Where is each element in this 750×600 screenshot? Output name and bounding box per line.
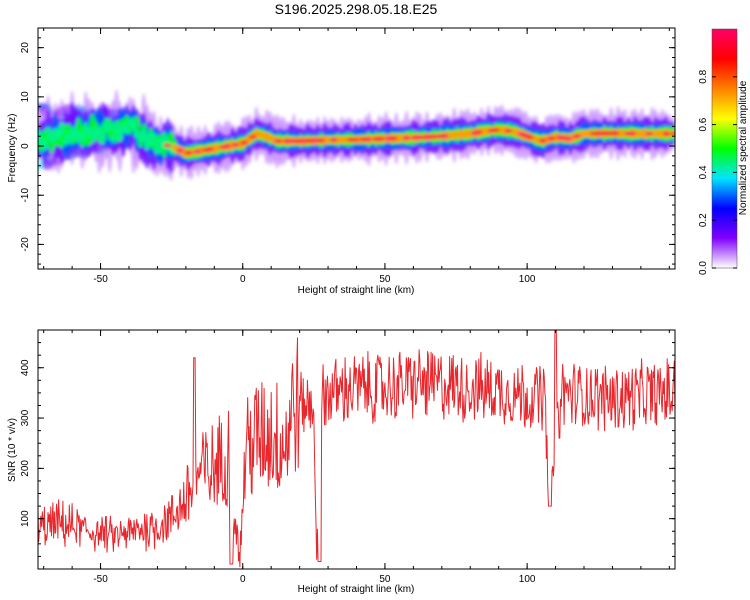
colorbar-tick-label: 0.6 (698, 117, 709, 131)
snr-y-axis-label: SNR (10 * v/v) (7, 418, 18, 482)
colorbar-ticks: 0.0 0.2 0.4 0.6 0.8 (698, 69, 737, 275)
snr-y-tick-label: 100 (20, 510, 31, 527)
spectrogram-ridge-cell (351, 137, 360, 142)
spectrogram-band (41, 139, 48, 151)
spectrogram-ridge-cell (231, 142, 240, 147)
spectrogram-panel: -50 0 50 100 -20 -10 0 10 20 Height of straight … (7, 27, 676, 296)
snr-series-line (37, 329, 676, 568)
spectrogram-x-tick-label: -50 (93, 274, 108, 285)
spectrogram-x-tick-label: 0 (240, 274, 246, 285)
spectrogram-band (123, 124, 130, 135)
spectrogram-ridge-cell (474, 130, 483, 135)
spectrogram-ridge-cell (329, 138, 338, 142)
spectrogram-y-axis-label: Frequency (Hz) (7, 114, 18, 183)
colorbar-tick-label: 0.0 (698, 261, 709, 275)
spectrogram-band (116, 129, 124, 142)
spectrogram-ridge-cell (547, 136, 556, 141)
spectrogram-ridge-cell (317, 138, 325, 143)
colorbar-label: Normalized spectral amplitude (738, 80, 749, 215)
spectrogram-ridge-cell (572, 134, 581, 139)
snr-y-tick-label: 300 (20, 409, 31, 426)
colorbar-tick-label: 0.8 (698, 69, 709, 83)
spectrogram-y-tick-label: 20 (20, 42, 31, 54)
spectrogram-ridge-cell (402, 135, 411, 140)
spectrogram-ridge-cell (389, 136, 398, 141)
snr-x-tick-label: 50 (379, 574, 391, 585)
figure-title: S196.2025.298.05.18.E25 (275, 1, 438, 17)
snr-panel: -50 0 50 100 100 200 300 400 Height of straight… (7, 329, 676, 595)
spectrogram-ridge-cell (662, 131, 671, 136)
spectrogram-ridge-cell (564, 136, 573, 141)
spectrogram-y-tick-label: 0 (20, 143, 31, 149)
spectrogram-ridge-cell (184, 150, 193, 155)
snr-x-tick-label: 100 (519, 574, 536, 585)
spectrogram-ridge-cell (193, 149, 202, 154)
spectrogram-band (99, 130, 107, 145)
spectrogram-band (130, 117, 137, 131)
spectrogram-band (58, 122, 66, 135)
spectrogram-ridge-cell (440, 134, 449, 138)
spectrogram-ridge-cell (240, 140, 249, 145)
spectrogram-frame (37, 27, 676, 270)
spectrogram-ridge-cell (611, 131, 620, 136)
spectrogram-ridge-cell (376, 136, 385, 141)
spectrogram-ridge-cell (538, 138, 547, 143)
spectrogram-ridge-cell (504, 128, 513, 133)
spectrogram-band (109, 134, 117, 143)
spectrogram-heat-layer (38, 89, 675, 182)
spectrogram-ridge-cell (223, 144, 232, 149)
spectrogram-ridge-cell (248, 134, 257, 139)
spectrogram-y-tick-label: 10 (20, 91, 31, 103)
spectrogram-ridge-cell (206, 147, 214, 152)
spectrogram-heat (38, 89, 675, 182)
spectrogram-ridge-cell (274, 139, 283, 144)
spectrogram-band (140, 128, 147, 142)
colorbar-bar (711, 28, 738, 269)
snr-x-tick-label: -50 (93, 574, 108, 585)
spectrogram-ridge-cell (176, 148, 185, 153)
spectrogram-ridge-cell (491, 128, 500, 133)
colorbar-tick-label: 0.2 (698, 213, 709, 227)
spectrogram-ridge-cell (363, 137, 372, 142)
spectrogram-y-tick-label: -20 (20, 237, 31, 252)
colorbar-tick-label: 0.4 (698, 165, 709, 179)
spectrogram-band (150, 132, 158, 147)
snr-frame (37, 329, 676, 570)
spectrogram-band (106, 122, 113, 132)
spectrogram-x-axis-label: Height of straight line (km) (298, 285, 415, 296)
spectrogram-ridge-cell (526, 135, 534, 140)
snr-y-tick-label: 400 (20, 359, 31, 376)
spectrogram-ticks: -50 0 50 100 -20 -10 0 10 20 (20, 27, 675, 285)
spectrogram-x-tick-label: 50 (379, 274, 391, 285)
spectrogram-ridge-cell (163, 143, 172, 148)
spectrogram-band (79, 132, 86, 143)
snr-x-tick-label: 0 (240, 574, 246, 585)
snr-ticks: -50 0 50 100 100 200 300 400 (20, 329, 675, 585)
spectrogram-ridge-cell (671, 131, 675, 136)
snr-x-axis-label: Height of straight line (km) (298, 584, 415, 595)
spectrogram-x-tick-label: 100 (519, 274, 536, 285)
colorbar: 0.0 0.2 0.4 0.6 0.8 Normalized spectral ampl… (698, 28, 749, 275)
spectrogram-y-tick-label: -10 (20, 188, 31, 203)
snr-y-tick-label: 200 (20, 460, 31, 477)
spectrogram-band (86, 127, 93, 136)
spectrogram-ridge-cell (645, 131, 654, 136)
spectrogram-ridge-cell (628, 131, 637, 136)
